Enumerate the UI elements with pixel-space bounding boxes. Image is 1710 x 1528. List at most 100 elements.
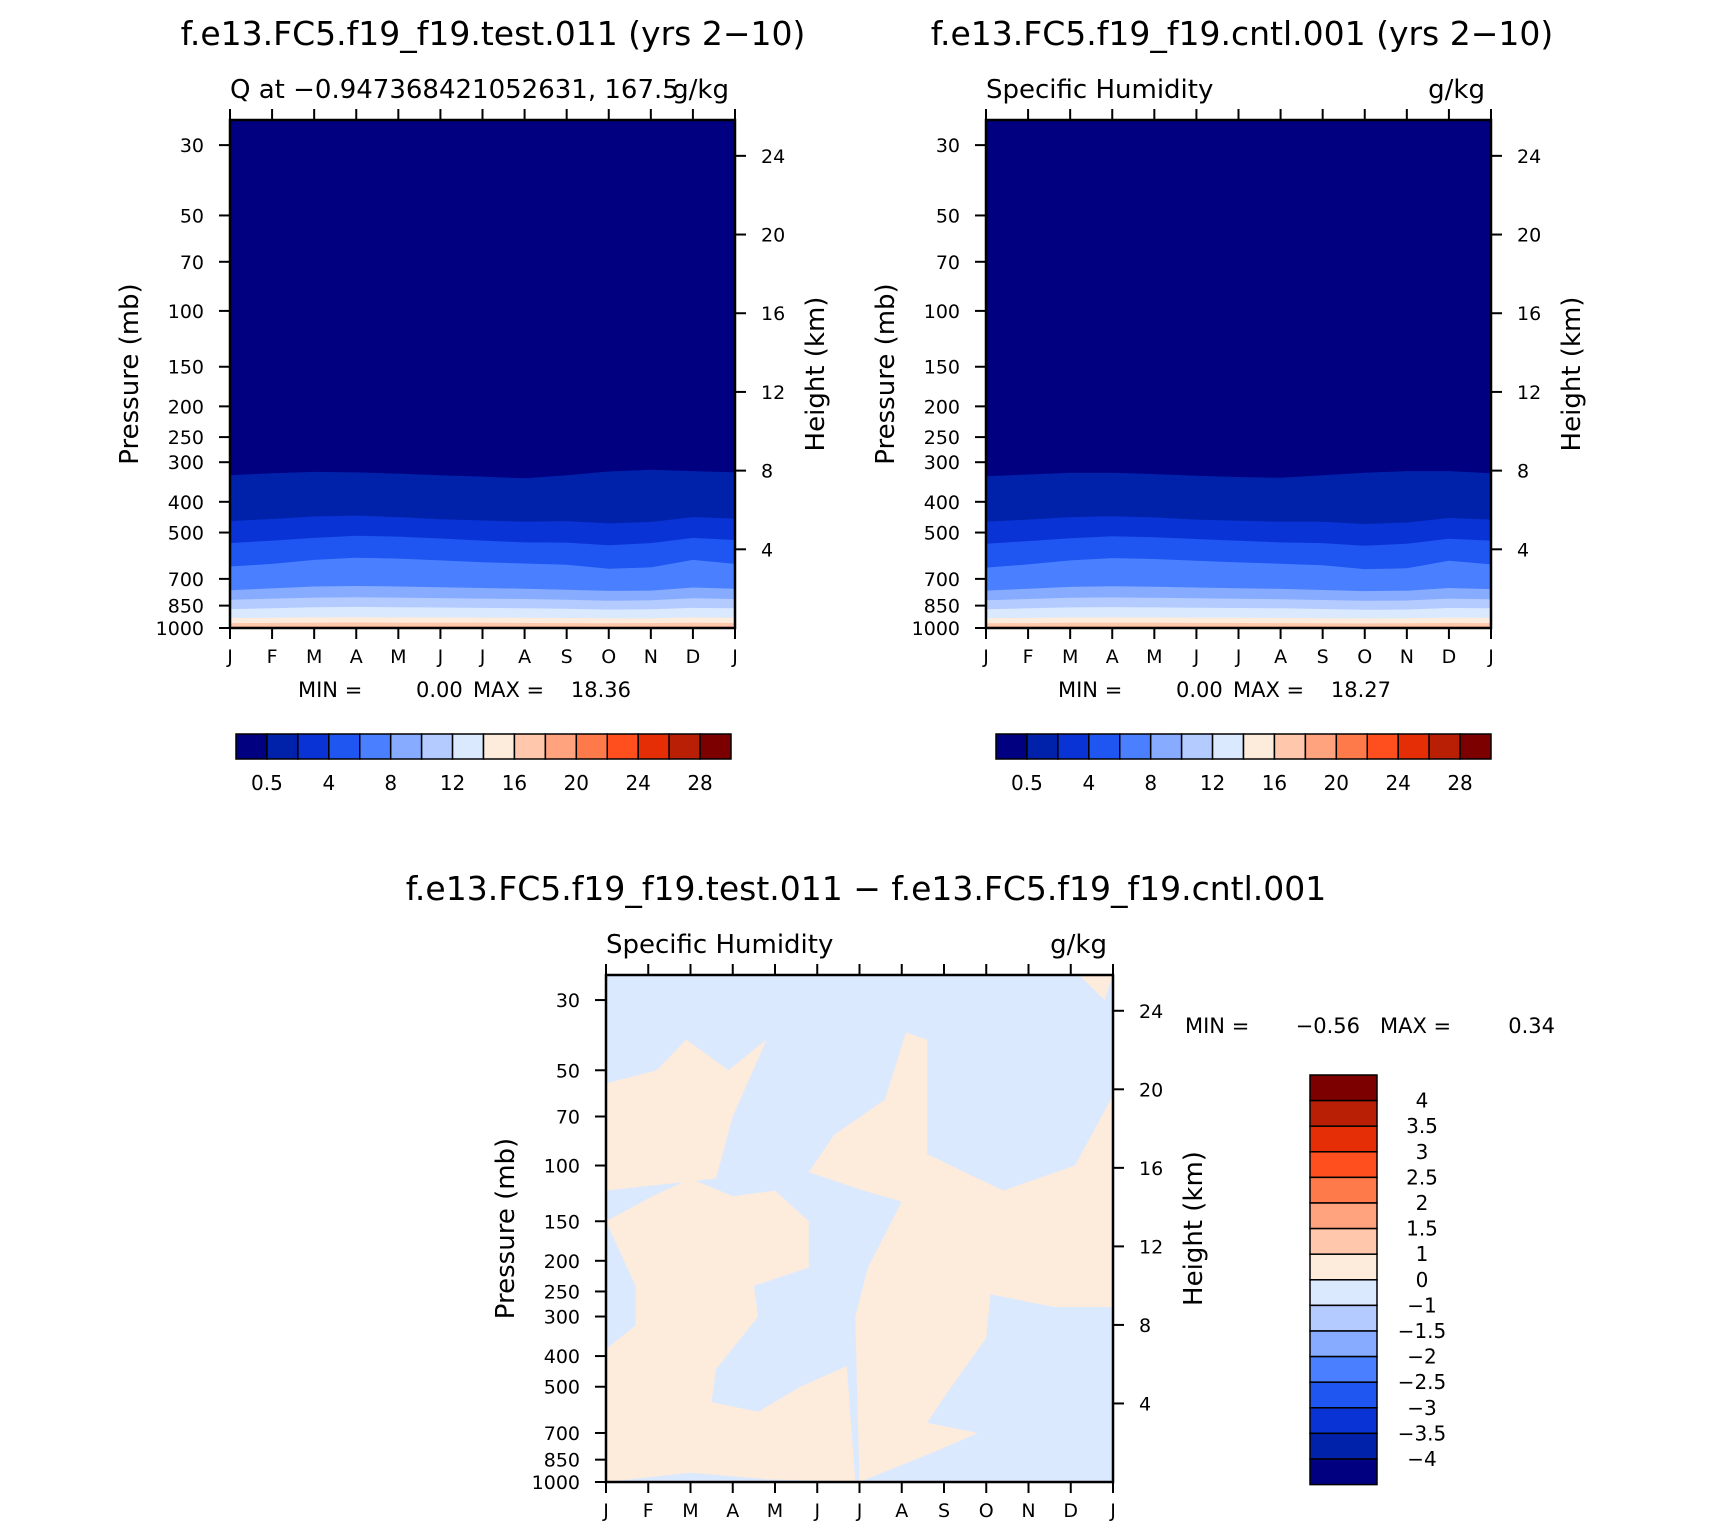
panel-2-ytick-label: 100 xyxy=(924,301,960,323)
panel-2-xtick-label: A xyxy=(1106,646,1119,668)
panel-1-colorbar-label: 24 xyxy=(625,771,650,795)
panel-1-title: f.e13.FC5.f19_f19.test.011 (yrs 2−10) xyxy=(181,14,806,53)
panel-3-colorbar-label: 3 xyxy=(1416,1140,1429,1164)
panel-3-ytick-label: 70 xyxy=(556,1107,580,1129)
panel-2-max-value: 18.27 xyxy=(1331,678,1391,702)
panel-3-colorbar-label: 1.5 xyxy=(1406,1217,1438,1241)
panel-2-colorbar-box xyxy=(1335,733,1368,760)
panel-2-colorbar-box xyxy=(1428,733,1461,760)
panel-1-xtick-label: S xyxy=(561,646,573,668)
panel-2-subtitle-right: g/kg xyxy=(1428,75,1485,105)
panel-3-xtick-label: J xyxy=(1109,1500,1116,1522)
panel-3-ytick-label: 150 xyxy=(544,1211,580,1233)
panel-2-colorbar-label: 24 xyxy=(1385,771,1410,795)
panel-2-colorbar-box xyxy=(995,733,1028,760)
panel-1-colorbar-box xyxy=(606,733,639,760)
panel-3-xtick-label: D xyxy=(1063,1500,1078,1522)
panel-3-colorbar-label: −3.5 xyxy=(1398,1421,1447,1445)
panel-3-positive-region-4 xyxy=(1079,975,1113,1001)
panel-1-colorbar-box xyxy=(575,733,608,760)
panel-3-colorbar-label: −2.5 xyxy=(1398,1370,1447,1394)
panel-1-ytick-label: 150 xyxy=(168,357,204,379)
panel-3-colorbar-label: −1 xyxy=(1407,1293,1436,1317)
panel-3-ytick-label: 1000 xyxy=(532,1472,580,1494)
panel-1-colorbar-box xyxy=(451,733,485,760)
panel-2-title: f.e13.FC5.f19_f19.cntl.001 (yrs 2−10) xyxy=(931,14,1554,53)
panel-1-colorbar-box xyxy=(235,733,268,760)
panel-3-colorbar-label: 0 xyxy=(1416,1268,1429,1292)
panel-2-min-value: 0.00 xyxy=(1176,678,1223,702)
panel-3-ytick-label: 50 xyxy=(556,1060,580,1082)
panel-3-xtick-label: O xyxy=(979,1500,994,1522)
panel-3-ytick-right-label: 16 xyxy=(1139,1158,1163,1180)
panel-3-colorbar-box xyxy=(1309,1304,1378,1332)
panel-1-ytick-label: 400 xyxy=(168,492,204,514)
panel-2-ylabel-right: Height (km) xyxy=(1557,297,1587,452)
panel-3-colorbar-box xyxy=(1309,1176,1378,1204)
panel-2-ylabel: Pressure (mb) xyxy=(871,283,901,464)
panel-2-ytick-right-label: 20 xyxy=(1517,225,1541,247)
panel-3-min-label: MIN = xyxy=(1185,1014,1249,1038)
panel-1-ytick-label: 200 xyxy=(168,396,204,418)
panel-1-colorbar-box xyxy=(482,733,516,760)
panel-3-colorbar-box xyxy=(1309,1330,1378,1358)
panel-2-colorbar-box xyxy=(1304,733,1338,760)
panel-3-colorbar-box xyxy=(1309,1355,1378,1383)
panel-3-ytick-right-label: 12 xyxy=(1139,1236,1163,1258)
panel-3-ytick-right-label: 20 xyxy=(1139,1079,1163,1101)
panel-2-ytick-label: 150 xyxy=(924,357,960,379)
panel-3-colorbar-box xyxy=(1309,1458,1378,1486)
panel-1-xtick-label: A xyxy=(350,646,363,668)
panel-3-colorbar-label: 1 xyxy=(1416,1242,1429,1266)
panel-3-xtick-label: J xyxy=(813,1500,820,1522)
panel-2-ytick-right-label: 8 xyxy=(1517,461,1529,483)
panel-1-ytick-label: 100 xyxy=(168,301,204,323)
panel-3-xtick-label: A xyxy=(726,1500,739,1522)
panel-3-min-value: −0.56 xyxy=(1296,1014,1360,1038)
panel-2-ytick-label: 30 xyxy=(936,135,960,157)
panel-1-colorbar-box xyxy=(513,733,547,760)
panel-3-ytick-right-label: 24 xyxy=(1139,1001,1163,1023)
panel-1-ytick-label: 50 xyxy=(180,205,204,227)
panel-3-xtick-label: M xyxy=(767,1500,783,1522)
panel-2-colorbar-box xyxy=(1459,733,1492,760)
panel-1-colorbar-box xyxy=(389,733,423,760)
panel-1-colorbar-box xyxy=(266,733,299,760)
panel-3-colorbar-box xyxy=(1309,1432,1378,1460)
panel-1-ytick-label: 70 xyxy=(180,252,204,274)
panel-3-colorbar-box xyxy=(1309,1074,1378,1102)
panel-2-xtick-label: F xyxy=(1023,646,1034,668)
panel-3-ytick-label: 200 xyxy=(544,1251,580,1273)
panel-2-xtick-label: M xyxy=(1146,646,1162,668)
panel-1-ytick-label: 1000 xyxy=(156,618,204,640)
panel-2-ytick-label: 700 xyxy=(924,569,960,591)
panel-1-xtick-label: A xyxy=(518,646,531,668)
panel-3-max-label: MAX = xyxy=(1380,1014,1451,1038)
panel-1-ytick-label: 300 xyxy=(168,452,204,474)
panel-1-colorbar-box xyxy=(297,733,330,760)
panel-3-xtick-label: M xyxy=(682,1500,698,1522)
panel-1-xtick-label: J xyxy=(479,646,486,668)
panel-1-xtick-label: J xyxy=(226,646,233,668)
panel-2-colorbar-box xyxy=(1088,733,1121,760)
panel-3-colorbar-box xyxy=(1309,1125,1378,1153)
panel-1-colorbar-label: 12 xyxy=(440,771,465,795)
panel-3-ytick-label: 100 xyxy=(544,1156,580,1178)
panel-2-ytick-label: 200 xyxy=(924,396,960,418)
panel-3-colorbar-label: −4 xyxy=(1407,1447,1436,1471)
panel-1-colorbar-box xyxy=(637,733,670,760)
panel-2-colorbar-box xyxy=(1057,733,1090,760)
panel-3-colorbar-box xyxy=(1309,1099,1378,1127)
panel-3-positive-region-3 xyxy=(808,1032,1113,1482)
panel-2-xtick-label: J xyxy=(1193,646,1200,668)
panel-1-ytick-label: 250 xyxy=(168,427,204,449)
panel-2-colorbar-label: 28 xyxy=(1447,771,1472,795)
panel-2-xtick-label: J xyxy=(1235,646,1242,668)
panel-2-ytick-right-label: 16 xyxy=(1517,303,1541,325)
panel-2-colorbar-box xyxy=(1397,733,1430,760)
panel-3-colorbar-box xyxy=(1309,1202,1378,1230)
panel-1-ytick-label: 30 xyxy=(180,135,204,157)
panel-3-ytick-label: 500 xyxy=(544,1377,580,1399)
panel-2-colorbar-label: 12 xyxy=(1200,771,1225,795)
